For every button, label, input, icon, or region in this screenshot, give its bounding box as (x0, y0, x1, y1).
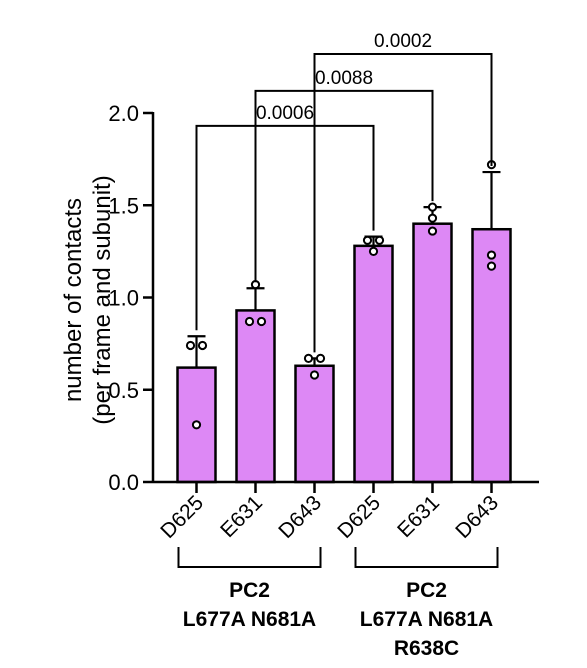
data-point (362, 235, 373, 245)
data-point (185, 340, 196, 351)
bars (176, 222, 512, 484)
x-tick-label: D643 (451, 491, 503, 543)
group-label-line: L677A N681A (360, 608, 493, 631)
data-point (486, 261, 497, 271)
comparison-bracket (254, 89, 434, 283)
x-tick-label: D625 (333, 491, 385, 543)
data-point (374, 235, 385, 245)
data-point (191, 420, 202, 430)
data-points (185, 160, 497, 430)
comparison-bracket (195, 124, 375, 331)
y-tick-label: 2.0 (108, 101, 139, 126)
y-tick-label: 0.5 (108, 378, 139, 403)
p-value-label: 0.0088 (315, 68, 373, 89)
x-tick-label: D625 (156, 491, 208, 543)
y-tick-label: 0.0 (108, 470, 139, 495)
data-point (197, 340, 208, 351)
group-label-line: PC2 (229, 579, 270, 602)
data-point (256, 316, 267, 327)
data-point (303, 353, 314, 363)
p-value-label: 0.0002 (374, 31, 432, 52)
p-value-label: 0.0006 (256, 103, 314, 124)
y-axis-label-line1: number of contacts (60, 198, 87, 402)
group-label-line: PC2 (406, 579, 447, 602)
data-point (244, 316, 255, 327)
y-axis: 0.0 0.5 1.0 1.5 2.0 (108, 101, 155, 495)
x-tick-label: E631 (393, 491, 444, 542)
bar (412, 222, 453, 484)
y-axis-label-line2: (per frame and subunit) (89, 175, 116, 424)
bar (235, 309, 276, 484)
x-tick-label: E631 (216, 491, 267, 542)
bar (294, 364, 335, 484)
data-point (427, 213, 438, 223)
group-bracket (177, 547, 322, 568)
group-labels: PC2 L677A N681A PC2 L677A N681A R638C (177, 547, 499, 660)
comparison-bracket (313, 52, 493, 353)
x-tick-label: D643 (274, 491, 326, 543)
data-point (309, 370, 320, 380)
data-point (368, 246, 379, 256)
error-bars (187, 170, 501, 368)
data-point (486, 250, 497, 260)
data-point (427, 226, 438, 236)
bar (353, 244, 394, 484)
data-point (427, 202, 438, 212)
group-label-line: L677A N681A (183, 608, 316, 631)
y-tick-label: 1.0 (108, 286, 139, 311)
group-bracket (354, 547, 499, 568)
y-tick-label: 1.5 (108, 193, 139, 218)
data-point (315, 353, 326, 363)
group-label-line: R638C (394, 637, 459, 660)
x-axis: D625 E631 D643 D625 E631 D643 (153, 480, 539, 543)
